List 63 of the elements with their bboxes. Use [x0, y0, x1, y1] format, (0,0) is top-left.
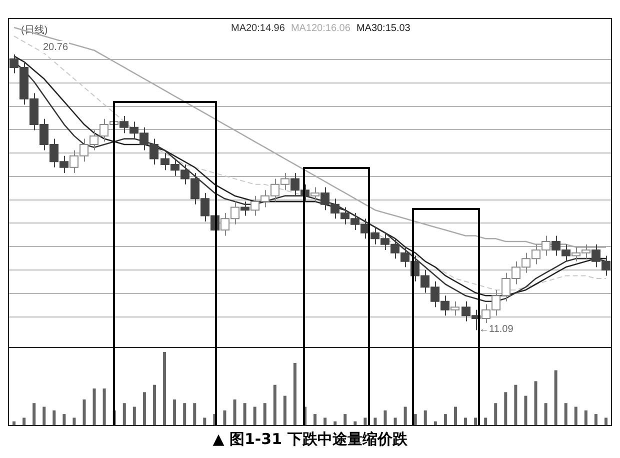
- bar: [604, 418, 608, 425]
- bar: [494, 403, 498, 425]
- bar: [122, 403, 126, 425]
- bar: [243, 403, 246, 425]
- bar: [324, 418, 327, 425]
- bar: [293, 362, 296, 425]
- bar: [344, 414, 347, 425]
- bar: [534, 381, 538, 425]
- bar: [62, 414, 66, 425]
- bar: [454, 406, 457, 425]
- bar: [404, 406, 407, 425]
- bar: [514, 384, 518, 425]
- bar: [173, 399, 176, 425]
- bar: [384, 410, 387, 425]
- bar: [42, 406, 46, 425]
- bar: [223, 410, 226, 425]
- bar: [544, 403, 548, 425]
- bar: [263, 403, 266, 425]
- text: MA20:14.96: [231, 23, 285, 34]
- bar: [424, 410, 427, 425]
- text: MA30:15.03: [356, 23, 410, 34]
- bar: [283, 396, 286, 425]
- bar: [364, 418, 367, 425]
- bar: [314, 414, 317, 425]
- bar: [92, 388, 96, 425]
- bar: [152, 384, 156, 425]
- bar: [354, 421, 357, 425]
- bar: [273, 384, 276, 425]
- bar: [32, 403, 36, 425]
- bar: [464, 418, 468, 425]
- bar: [253, 406, 256, 425]
- annotation: ←11.09: [479, 324, 514, 335]
- bar: [233, 399, 236, 425]
- bar: [193, 403, 196, 425]
- text: MA120:16.06: [290, 23, 350, 34]
- bar: [102, 388, 106, 425]
- annotation: 20.76: [43, 42, 68, 53]
- bar: [132, 406, 136, 425]
- bar: [584, 410, 588, 425]
- bar: [444, 414, 447, 425]
- bar: [554, 370, 558, 425]
- bar: [434, 421, 437, 425]
- bar: [163, 352, 166, 425]
- bar: [52, 410, 56, 425]
- bar: [82, 399, 86, 425]
- bar: [12, 421, 16, 425]
- bar: [334, 421, 337, 425]
- bar: [72, 418, 76, 425]
- bar: [414, 414, 417, 425]
- bar: [203, 418, 206, 425]
- bar: [484, 418, 488, 425]
- bar: [374, 418, 377, 425]
- bar: [22, 418, 26, 425]
- bar: [474, 418, 478, 425]
- bar: [142, 392, 146, 425]
- bar: [183, 403, 186, 425]
- bar: [504, 392, 508, 425]
- bar: [524, 396, 528, 425]
- bar: [394, 418, 397, 425]
- bar: [564, 403, 568, 425]
- text: ▲ 图1-31 下跌中途量缩价跌: [212, 430, 408, 449]
- bar: [594, 414, 598, 425]
- bar: [574, 406, 578, 425]
